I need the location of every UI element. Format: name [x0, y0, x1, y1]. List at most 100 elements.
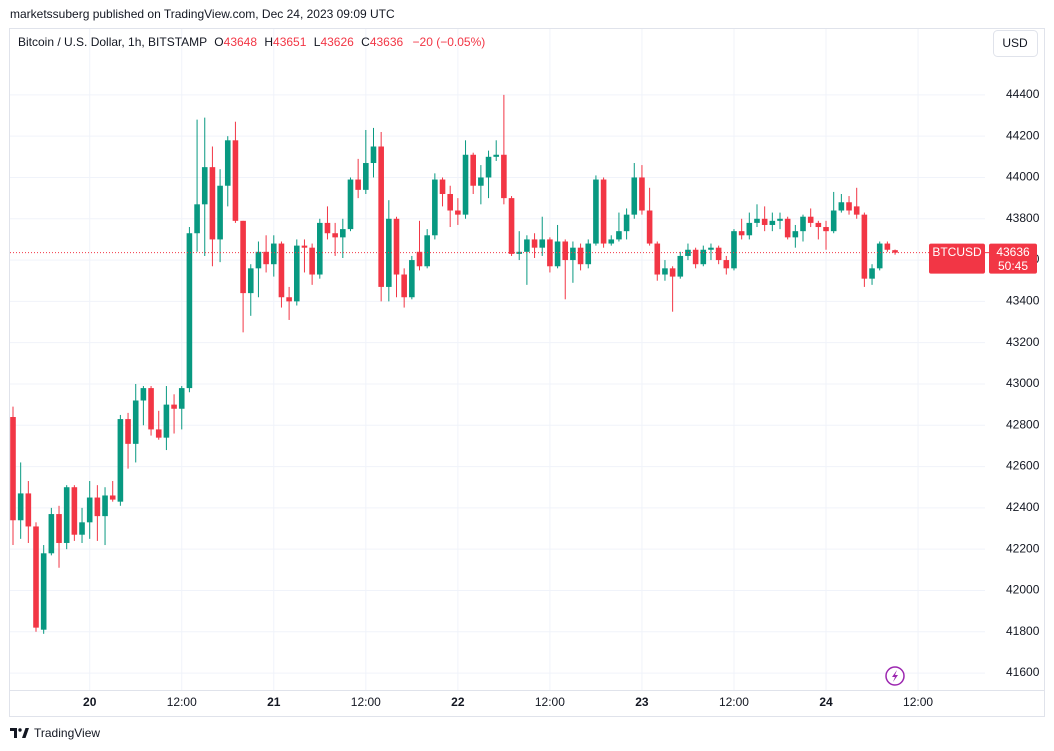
candle-body	[478, 177, 484, 186]
candle-body	[125, 419, 131, 444]
candle-body	[485, 156, 492, 178]
candle-body	[347, 179, 354, 230]
y-tick-label: 44400	[1006, 87, 1040, 101]
chart-frame	[9, 28, 1045, 717]
logo-mark	[10, 728, 17, 738]
alert-bolt[interactable]	[892, 670, 898, 682]
candle-body	[876, 243, 883, 269]
currency-label[interactable]: USD	[1002, 36, 1028, 50]
candle-body	[94, 497, 101, 517]
y-tick-label: 42800	[1006, 417, 1040, 431]
x-tick-label: 12:00	[719, 695, 749, 709]
candle-body	[17, 493, 24, 521]
candle-body	[585, 243, 592, 265]
candle-body	[340, 229, 346, 238]
x-tick-label: 20	[83, 695, 97, 709]
candle-body	[247, 268, 254, 294]
price-tag	[989, 243, 1037, 274]
candle-body	[830, 210, 837, 232]
candle-body	[140, 388, 147, 401]
y-tick-label: 41600	[1006, 665, 1040, 679]
candle-body	[807, 216, 814, 223]
candle-body	[224, 140, 231, 186]
candle-body	[217, 185, 223, 240]
candle-body	[738, 231, 745, 236]
logo-dot	[18, 728, 22, 732]
legend-letter: O	[214, 35, 223, 49]
candle-body	[669, 268, 676, 277]
candle-body	[370, 146, 377, 164]
candle-body	[654, 243, 661, 275]
candle-body	[869, 268, 875, 279]
published-note: marketssuberg published on TradingView.c…	[10, 7, 395, 21]
last-price-label: 43636	[996, 245, 1030, 259]
y-tick-label: 43800	[1006, 211, 1040, 225]
candle-body	[884, 243, 891, 250]
candle-body	[109, 495, 116, 500]
candle-body	[201, 167, 208, 205]
candle-body	[677, 255, 684, 277]
candle-body	[317, 222, 323, 275]
y-tick-label: 41800	[1006, 624, 1040, 638]
candle-body	[600, 179, 607, 244]
candle-body	[56, 514, 62, 543]
legend-close: 43636	[370, 35, 404, 49]
candle-body	[186, 233, 193, 389]
candle-body	[861, 214, 868, 279]
y-tick-label: 42600	[1006, 459, 1040, 473]
candle-body	[117, 419, 124, 502]
candle-body	[301, 245, 308, 248]
candle-body	[278, 243, 285, 298]
candle-body	[531, 239, 538, 248]
candle-body	[86, 497, 93, 523]
y-tick-label: 43200	[1006, 335, 1040, 349]
candle-body	[439, 179, 446, 194]
candle-body	[639, 177, 645, 211]
candle-body	[853, 206, 860, 215]
y-tick-label: 42200	[1006, 541, 1040, 555]
candle-body	[263, 251, 269, 265]
candle-body	[892, 250, 898, 253]
candle-body	[731, 231, 737, 269]
candle-body	[547, 239, 553, 267]
currency-button[interactable]	[993, 30, 1038, 57]
candle-body	[708, 247, 714, 250]
x-tick-label: 21	[267, 695, 281, 709]
candle-body	[508, 198, 515, 254]
candle-body	[685, 249, 691, 256]
candle-body	[209, 167, 216, 240]
candle-body	[631, 177, 638, 215]
candle-body	[309, 247, 315, 275]
candle-body	[332, 233, 338, 238]
candle-body	[240, 220, 246, 294]
candle-body	[800, 216, 806, 232]
candle-body	[715, 247, 722, 261]
candle-body	[777, 218, 783, 221]
legend-letter: L	[314, 35, 321, 49]
candle-body	[769, 220, 776, 225]
candle-body	[846, 202, 852, 211]
candle-body	[409, 260, 415, 298]
candle-body	[378, 146, 384, 287]
candle-body	[455, 210, 461, 215]
x-tick-label: 12:00	[535, 695, 565, 709]
legend-letter: H	[264, 35, 273, 49]
candle-body	[324, 222, 331, 234]
candle-body	[178, 388, 185, 409]
candle-body	[539, 239, 546, 248]
candle-body	[432, 179, 438, 236]
candle-body	[255, 251, 262, 269]
candle-body	[692, 249, 699, 265]
last-price-box	[929, 243, 985, 274]
alert-icon[interactable]	[885, 666, 905, 686]
candle-body	[646, 210, 653, 244]
candle-body	[194, 204, 200, 234]
candle-body	[608, 239, 615, 244]
candle-body	[516, 251, 523, 254]
x-tick-label: 12:00	[903, 695, 933, 709]
candle-body	[524, 239, 530, 252]
countdown-label: 50:45	[998, 259, 1028, 273]
legend-open: 43648	[224, 35, 258, 49]
candle-body	[562, 241, 569, 261]
